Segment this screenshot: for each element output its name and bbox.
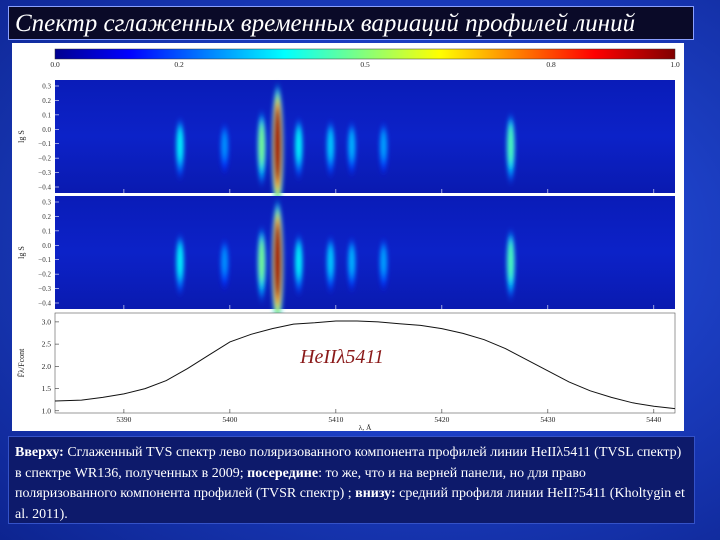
- heatmap-features: [175, 202, 516, 327]
- x-tick-label: 5430: [540, 415, 555, 424]
- x-axis-label: λ, Å: [359, 423, 372, 431]
- heatmap-feature: [348, 246, 355, 275]
- heatmap-feature: [348, 130, 355, 159]
- heatmap-features: [175, 86, 516, 211]
- profile-y-axis-label: F̄λ/Fcont: [17, 348, 26, 378]
- heatmap-feature: [380, 130, 387, 159]
- colorbar: 0.0 0.2 0.5 0.8 1.0: [50, 48, 680, 69]
- colorbar-tick-label: 0.5: [360, 60, 370, 69]
- y-tick-label: 0.2: [42, 213, 51, 221]
- y-tick-label: −0.3: [38, 285, 51, 293]
- heatmap-feature: [273, 223, 282, 298]
- colorbar-tick-label: 0.2: [174, 60, 184, 69]
- heatmap-feature: [380, 246, 387, 275]
- x-tick-label: 5410: [328, 415, 343, 424]
- heatmap-panel-tvsl: 0.3 0.2 0.1 0.0 −0.1 −0.2 −0.3 −0.4 lg S: [17, 80, 675, 211]
- heatmap-feature: [221, 131, 228, 158]
- heatmap-feature: [258, 123, 265, 166]
- heatmap-background: [55, 196, 675, 309]
- heatmap-feature: [221, 247, 228, 274]
- y-tick-label: 0.3: [42, 199, 51, 207]
- y-tick-label: 0.1: [42, 111, 51, 119]
- heatmap-panel-tvsr: 0.3 0.2 0.1 0.0 −0.1 −0.2 −0.3 −0.4 lg S: [17, 196, 675, 327]
- heatmap-feature: [273, 107, 282, 182]
- y-tick-label: 3.0: [42, 317, 52, 326]
- heatmap-feature: [177, 127, 183, 162]
- heatmap-panels: 0.30.20.10.0−0.1−0.2−0.3−0.4lg S0.30.20.…: [17, 80, 675, 327]
- colorbar-tick-label: 0.8: [546, 60, 556, 69]
- x-tick-label: 5390: [116, 415, 131, 424]
- y-tick-label: −0.1: [38, 256, 51, 264]
- y-tick-label: 0.0: [42, 126, 51, 134]
- caption-top-text: Сглаженный TVS спектр лево поляризованно…: [15, 445, 682, 481]
- y-axis-label: lg S: [17, 246, 26, 259]
- heatmap-feature: [327, 129, 334, 160]
- heatmap-feature: [295, 243, 302, 278]
- caption-bottom-text: средний профиля линии HeII?5411 (Kholtyg…: [15, 486, 685, 522]
- caption-top-label: Вверху:: [15, 445, 64, 460]
- y-tick-label: 1.5: [42, 384, 52, 393]
- y-tick-label: 0.3: [42, 83, 51, 91]
- spectrum-figure: 0.0 0.2 0.5 0.8 1.0 0.3 0.2 0.1 0.0 −0.1 −0.2 −0.3…: [17, 48, 680, 431]
- profile-frame: [54, 312, 676, 414]
- x-tick-label: 5440: [646, 415, 661, 424]
- y-tick-label: −0.2: [38, 271, 51, 279]
- y-tick-label: 2.0: [42, 362, 52, 371]
- caption-middle-text: : то же, что и на верней панели, но для …: [15, 465, 586, 502]
- slide-title: Спектр сглаженных временных вариаций про…: [8, 6, 694, 40]
- caption-middle-label: посередине: [247, 465, 319, 481]
- profile-line: [54, 320, 676, 410]
- heatmap-feature: [295, 127, 302, 162]
- heatmap-feature: [327, 245, 334, 276]
- colorbar-tick-label: 1.0: [670, 60, 680, 69]
- y-tick-label: 1.0: [42, 406, 52, 415]
- y-tick-label: 2.5: [42, 340, 52, 349]
- x-tick-label: 5400: [222, 415, 237, 424]
- y-tick-label: −0.3: [38, 169, 51, 177]
- heatmap-feature: [177, 243, 183, 278]
- profile-annotation: HeIIλ5411: [299, 346, 384, 368]
- caption: Вверху: Сглаженный TVS спектр лево поляр…: [8, 436, 695, 524]
- y-tick-label: 0.1: [42, 227, 51, 235]
- colorbar-gradient: [54, 48, 676, 60]
- y-tick-label: 0.0: [42, 242, 51, 250]
- heatmap-background: [55, 80, 675, 193]
- colorbar-tick-label: 0.0: [50, 60, 60, 69]
- heatmap-feature: [507, 240, 514, 280]
- x-tick-label: 5420: [434, 415, 449, 424]
- y-tick-label: −0.4: [38, 300, 51, 308]
- y-axis-label: lg S: [17, 130, 26, 143]
- y-tick-label: 0.2: [42, 97, 51, 105]
- y-tick-label: −0.4: [38, 184, 51, 192]
- heatmap-feature: [258, 239, 265, 282]
- heatmap-feature: [507, 124, 514, 164]
- y-tick-label: −0.1: [38, 140, 51, 148]
- profile-panel: 3.0 2.5 2.0 1.5 1.0 5390 5400 5410 5420 5430 5440 λ…: [17, 312, 676, 431]
- y-tick-label: −0.2: [38, 155, 51, 163]
- figure: 0.0 0.2 0.5 0.8 1.0 0.3 0.2 0.1 0.0 −0.1 −0.2 −0.3…: [12, 43, 684, 431]
- caption-bottom-label: внизу:: [355, 486, 396, 501]
